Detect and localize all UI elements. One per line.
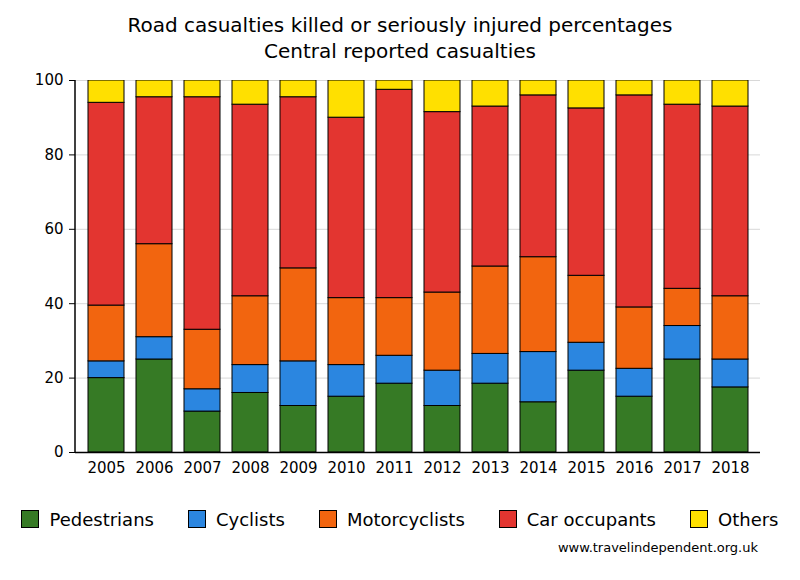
svg-text:2017: 2017 — [663, 459, 701, 477]
html-text:www.travelindependent.org.uk: www.travelindependent.org.uk — [557, 540, 758, 555]
html-text:Car occupants: Car occupants — [526, 508, 656, 530]
svg-text:0: 0 — [54, 443, 64, 461]
svg-text:2011: 2011 — [375, 459, 413, 477]
svg-text:2014: 2014 — [519, 459, 557, 477]
svg-text:20: 20 — [44, 369, 63, 387]
svg-text:60: 60 — [44, 220, 63, 238]
svg-text:2005: 2005 — [87, 459, 125, 477]
html-text:Cyclists: Cyclists — [215, 508, 285, 530]
html-text:Others: Others — [718, 508, 779, 530]
svg-text:2012: 2012 — [423, 459, 461, 477]
html-text:Motorcyclists: Motorcyclists — [346, 508, 465, 530]
svg-text:80: 80 — [44, 146, 63, 164]
svg-text:2015: 2015 — [567, 459, 605, 477]
svg-text:2018: 2018 — [711, 459, 749, 477]
svg-text:2008: 2008 — [231, 459, 269, 477]
svg-text:2006: 2006 — [135, 459, 173, 477]
svg-text:2010: 2010 — [327, 459, 365, 477]
html-text:Road casualties killed or seri: Road casualties killed or seriously inju… — [127, 13, 673, 37]
svg-text:2016: 2016 — [615, 459, 653, 477]
html-text:Central reported casualties: Central reported casualties — [264, 39, 536, 63]
svg-text:100: 100 — [35, 71, 64, 89]
svg-text:2007: 2007 — [183, 459, 221, 477]
svg-text:2009: 2009 — [279, 459, 317, 477]
svg-text:2013: 2013 — [471, 459, 509, 477]
html-text:Pedestrians: Pedestrians — [49, 508, 154, 530]
svg-text:40: 40 — [44, 295, 63, 313]
